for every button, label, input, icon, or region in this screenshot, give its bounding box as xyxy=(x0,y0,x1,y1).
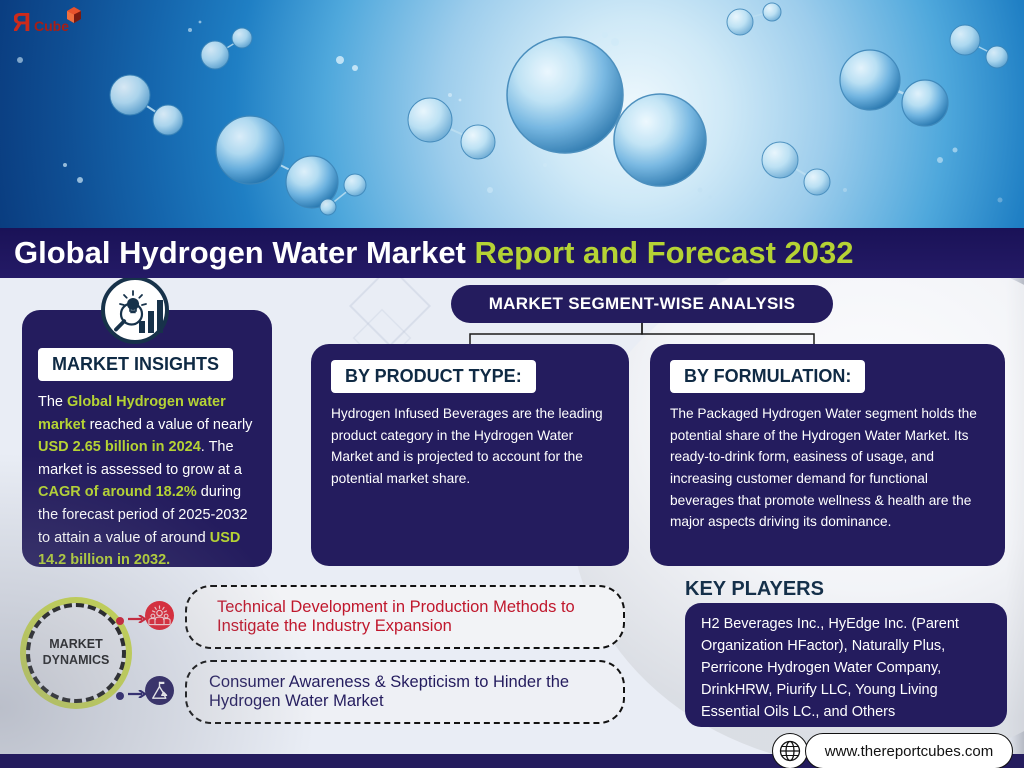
svg-text:R: R xyxy=(14,7,31,37)
svg-text:Cube: Cube xyxy=(34,18,69,34)
